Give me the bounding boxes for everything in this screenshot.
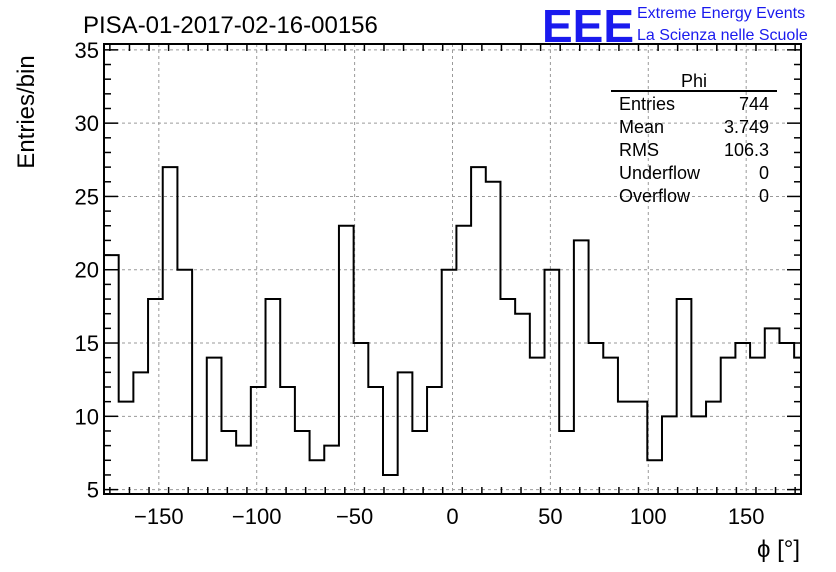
histogram-bin bbox=[280, 387, 295, 494]
stats-label: Overflow bbox=[619, 186, 691, 206]
histogram-bin bbox=[691, 416, 706, 494]
x-tick-labels: −150 −100 −50 0 50 100 150 bbox=[134, 504, 765, 529]
histogram-outline bbox=[103, 166, 802, 494]
histogram-bin bbox=[706, 402, 721, 494]
y-tick-label: 10 bbox=[75, 404, 99, 429]
histogram-bin bbox=[354, 343, 369, 494]
histogram-bin bbox=[221, 431, 236, 494]
x-tick-label: −100 bbox=[232, 504, 282, 529]
histogram-bin bbox=[618, 402, 633, 494]
stats-value: 744 bbox=[739, 94, 769, 114]
y-tick-label: 35 bbox=[75, 38, 99, 63]
histogram-bin bbox=[383, 475, 398, 494]
y-axis-title: Entries/bin bbox=[13, 55, 40, 168]
histogram-bin bbox=[471, 167, 486, 494]
x-tick-label: 50 bbox=[538, 504, 562, 529]
histogram-bin bbox=[368, 387, 383, 494]
stats-value: 0 bbox=[759, 163, 769, 183]
y-tick-label: 20 bbox=[75, 258, 99, 283]
eee-logo: EEE Extreme Energy Events La Scienza nel… bbox=[542, 0, 808, 52]
histogram-bin bbox=[662, 416, 677, 494]
histogram-bin bbox=[310, 460, 325, 494]
histogram-bin bbox=[266, 299, 281, 494]
stats-value: 3.749 bbox=[724, 117, 769, 137]
histogram-bin bbox=[721, 358, 736, 494]
histogram-bin bbox=[750, 358, 765, 494]
histogram-bin bbox=[104, 255, 119, 494]
histogram-bin bbox=[486, 182, 501, 494]
histogram-bin bbox=[251, 387, 266, 494]
histogram-bin bbox=[236, 446, 251, 494]
stats-box: Phi Entries 744 Mean 3.749 RMS 106.3 Underflow… bbox=[611, 71, 777, 206]
histogram-bin bbox=[456, 226, 471, 494]
histogram-bin bbox=[515, 314, 530, 494]
histogram-bin bbox=[559, 431, 574, 494]
histogram-bin bbox=[735, 343, 750, 494]
stats-title: Phi bbox=[681, 71, 707, 91]
histogram-bin bbox=[779, 343, 794, 494]
histogram-bin bbox=[794, 358, 801, 494]
x-tick-label: 100 bbox=[630, 504, 667, 529]
histogram-bin bbox=[163, 167, 178, 494]
histogram-bin bbox=[530, 358, 545, 494]
axis-ticks bbox=[104, 44, 801, 494]
histogram-bin bbox=[545, 270, 560, 494]
y-tick-label: 15 bbox=[75, 331, 99, 356]
stats-rows: Entries 744 Mean 3.749 RMS 106.3 Underflow 0 Ove… bbox=[619, 94, 769, 206]
stats-label: Underflow bbox=[619, 163, 701, 183]
logo-line-2: La Scienza nelle Scuole bbox=[637, 27, 808, 44]
x-tick-label: −150 bbox=[134, 504, 184, 529]
histogram-bin bbox=[133, 372, 148, 494]
histogram-bin bbox=[192, 460, 207, 494]
x-tick-label: 150 bbox=[728, 504, 765, 529]
histogram-bin bbox=[207, 358, 222, 494]
histogram-bin bbox=[633, 402, 648, 494]
histogram-bin bbox=[574, 240, 589, 494]
histogram-bin bbox=[603, 358, 618, 494]
histogram-bin bbox=[339, 226, 354, 494]
histogram-bin bbox=[677, 299, 692, 494]
y-tick-label: 5 bbox=[87, 478, 99, 503]
logo-mark: EEE bbox=[542, 0, 634, 52]
histogram-bin bbox=[398, 372, 413, 494]
x-axis-title: ϕ [°] bbox=[757, 536, 800, 563]
y-tick-labels: 5 10 15 20 25 30 35 bbox=[75, 38, 99, 503]
histogram-bin bbox=[148, 299, 163, 494]
y-tick-label: 30 bbox=[75, 111, 99, 136]
histogram-bin bbox=[647, 460, 662, 494]
stats-label: Mean bbox=[619, 117, 664, 137]
logo-line-1: Extreme Energy Events bbox=[637, 5, 805, 22]
histogram-bin bbox=[412, 431, 427, 494]
histogram-bin bbox=[765, 328, 780, 494]
x-tick-label: −50 bbox=[336, 504, 373, 529]
histogram-bin bbox=[589, 343, 604, 494]
histogram-bin bbox=[442, 270, 457, 494]
histogram-bin bbox=[177, 270, 192, 494]
chart-title: PISA-01-2017-02-16-00156 bbox=[83, 12, 378, 39]
x-tick-label: 0 bbox=[446, 504, 458, 529]
stats-label: Entries bbox=[619, 94, 675, 114]
histogram-bin bbox=[119, 402, 134, 494]
histogram-series bbox=[103, 166, 802, 494]
stats-value: 0 bbox=[759, 186, 769, 206]
stats-value: 106.3 bbox=[724, 140, 769, 160]
histogram-bin bbox=[427, 387, 442, 494]
y-tick-label: 25 bbox=[75, 184, 99, 209]
histogram-bin bbox=[324, 446, 339, 494]
stats-label: RMS bbox=[619, 140, 659, 160]
histogram-bin bbox=[500, 299, 515, 494]
histogram-bin bbox=[295, 431, 310, 494]
